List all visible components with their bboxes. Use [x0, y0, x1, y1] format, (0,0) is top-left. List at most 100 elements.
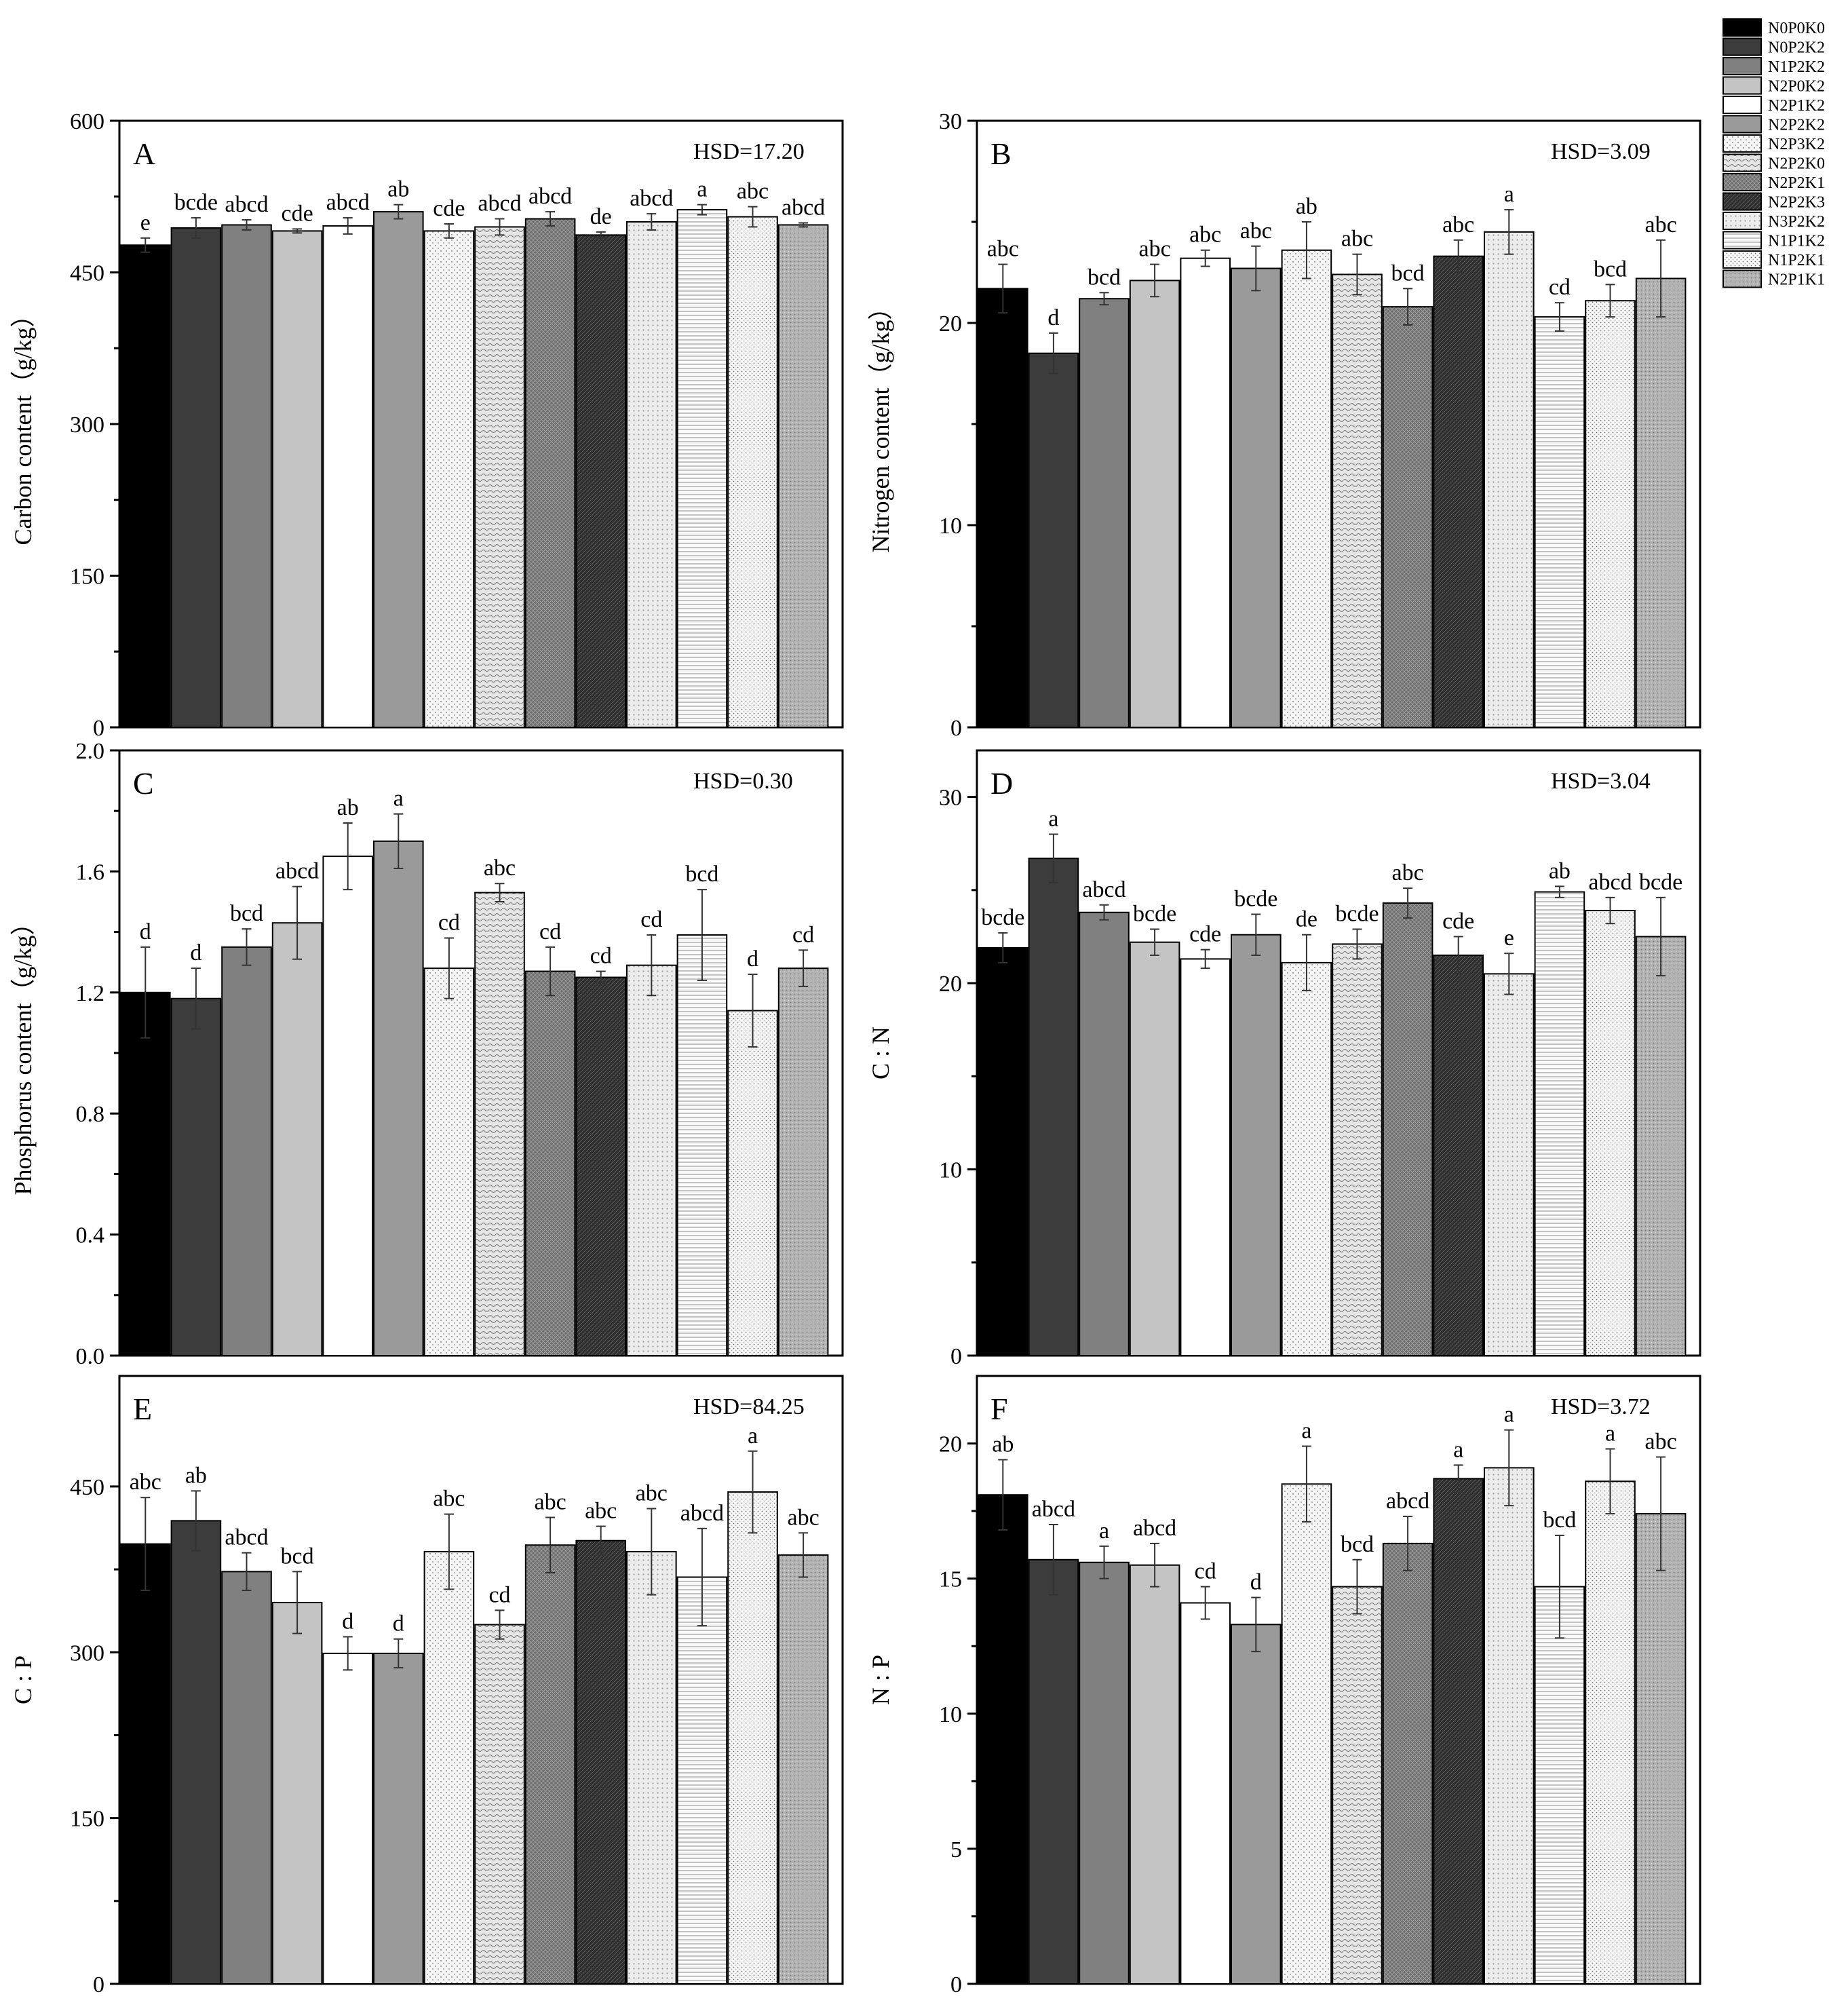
legend-label: N2P2K0: [1768, 155, 1825, 173]
bar-n1p2k1: [1585, 300, 1636, 729]
legend-label: N1P2K2: [1768, 58, 1825, 76]
significance-label: a: [748, 1423, 758, 1449]
significance-label: abc: [1392, 860, 1424, 885]
y-tick-label: 0: [950, 716, 962, 741]
significance-label: bcd: [1391, 261, 1425, 286]
significance-label: a: [1099, 1518, 1109, 1544]
significance-label: abc: [484, 856, 516, 881]
y-tick-label: 20: [939, 311, 962, 337]
bar-n1p2k1: [727, 216, 778, 728]
y-axis-label: C : P: [9, 1655, 37, 1704]
significance-label: e: [1504, 925, 1514, 951]
significance-label: cde: [1189, 922, 1221, 947]
significance-label: a: [1605, 1421, 1615, 1447]
bar-n2p0k2: [1129, 941, 1180, 1357]
panel-letter: C: [133, 766, 154, 801]
significance-label: cd: [539, 919, 561, 944]
y-tick-label: 10: [939, 514, 962, 539]
bar-n0p0k0: [978, 1494, 1028, 1985]
bar-n1p1k2: [676, 209, 728, 728]
significance-label: bcde: [981, 905, 1024, 930]
legend-label: N0P0K0: [1768, 20, 1825, 37]
bar-n2p2k3: [1433, 954, 1484, 1356]
bar-n2p2k3: [575, 1539, 627, 1985]
bar-n1p1k2: [1534, 316, 1585, 728]
y-tick-label: 2.0: [76, 739, 105, 764]
bar-n2p3k2: [1281, 249, 1332, 729]
bar-n2p3k2: [423, 230, 475, 729]
legend-swatch: [1722, 231, 1762, 250]
bar-n0p0k0: [120, 244, 171, 728]
bar-n2p2k3: [575, 976, 627, 1356]
bar-n1p1k2: [676, 934, 728, 1357]
bar-n0p2k2: [170, 1520, 222, 1985]
y-tick-label: 0.4: [76, 1223, 105, 1248]
significance-label: a: [393, 786, 404, 811]
panel-letter: E: [133, 1392, 152, 1426]
y-tick-label: 1.2: [76, 981, 105, 1006]
significance-label: d: [747, 946, 758, 972]
significance-label: d: [190, 940, 201, 965]
bar-n2p2k0: [474, 892, 525, 1356]
bar-n0p0k0: [120, 1543, 171, 1985]
y-tick-label: 10: [939, 1158, 962, 1183]
significance-label: a: [1504, 182, 1514, 207]
significance-label: abcd: [1386, 1489, 1429, 1514]
bar-n2p1k1: [777, 224, 829, 729]
bar-n2p1k1: [1635, 277, 1687, 728]
y-tick-label: 0: [93, 716, 104, 741]
significance-label: cd: [1549, 275, 1571, 300]
bar-n2p2k1: [1382, 1542, 1433, 1985]
significance-label: ab: [1296, 194, 1317, 219]
bar-n2p3k2: [1281, 1483, 1332, 1985]
significance-label: a: [1504, 1402, 1514, 1428]
bar-n0p0k0: [120, 991, 171, 1357]
significance-label: d: [393, 1611, 404, 1636]
legend-label: N2P2K3: [1768, 194, 1825, 212]
y-tick-label: 10: [939, 1702, 962, 1727]
legend-label: N2P1K1: [1768, 271, 1825, 289]
bar-n2p1k2: [322, 1652, 373, 1985]
bar-n0p2k2: [1028, 858, 1079, 1357]
significance-label: de: [1296, 907, 1317, 932]
bar-n0p2k2: [1028, 1558, 1079, 1985]
bar-n2p2k1: [1382, 306, 1433, 729]
bar-n2p1k2: [1180, 257, 1231, 728]
significance-label: abc: [130, 1470, 161, 1495]
bar-n2p2k0: [1332, 943, 1383, 1356]
bar-n2p2k2: [1231, 267, 1282, 729]
significance-label: cde: [433, 196, 465, 221]
y-tick-label: 1.6: [76, 860, 105, 885]
legend-swatch: [1722, 250, 1762, 269]
significance-label: abc: [1189, 223, 1221, 248]
significance-label: abc: [1645, 212, 1677, 237]
bar-n0p0k0: [978, 946, 1028, 1356]
bar-n2p1k1: [777, 1554, 829, 1985]
significance-label: bcd: [1087, 265, 1121, 290]
bar-n2p1k1: [777, 968, 829, 1356]
legend-swatch: [1722, 173, 1762, 191]
legend-label: N2P3K2: [1768, 136, 1825, 153]
significance-label: a: [1048, 807, 1058, 832]
significance-label: ab: [185, 1463, 207, 1488]
bar-n2p2k1: [1382, 902, 1433, 1356]
significance-label: abcd: [1133, 1516, 1176, 1541]
significance-label: e: [140, 210, 151, 235]
panel-letter: B: [990, 136, 1012, 171]
bar-n2p1k2: [1180, 958, 1231, 1357]
hsd-annotation: HSD=3.09: [1551, 139, 1651, 164]
significance-label: ab: [387, 177, 409, 202]
legend-swatch: [1722, 212, 1762, 230]
legend-swatch: [1722, 96, 1762, 114]
significance-label: abcd: [326, 190, 370, 215]
bar-n3p2k2: [626, 964, 677, 1357]
significance-label: abc: [636, 1480, 668, 1506]
legend-swatch: [1722, 153, 1762, 172]
bar-n0p2k2: [170, 227, 222, 728]
legend-swatch: [1722, 76, 1762, 95]
bar-n2p2k2: [373, 1652, 424, 1985]
significance-label: bcde: [174, 190, 218, 215]
legend-label: N2P1K2: [1768, 97, 1825, 115]
legend-swatch: [1722, 57, 1762, 75]
